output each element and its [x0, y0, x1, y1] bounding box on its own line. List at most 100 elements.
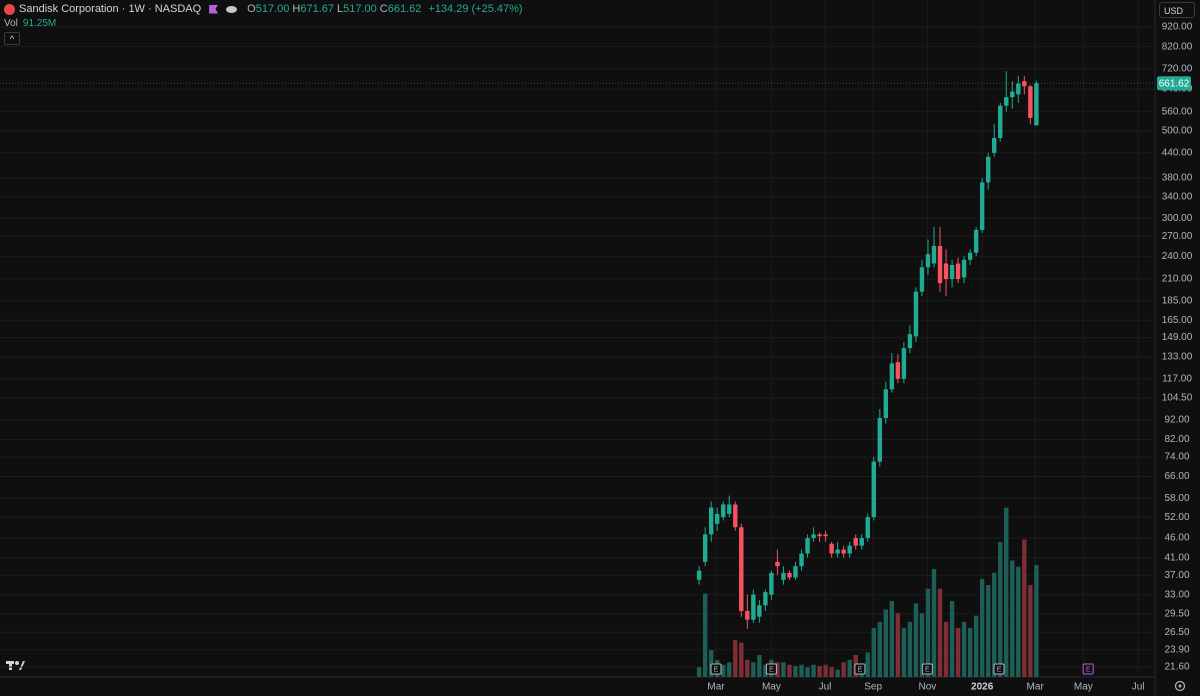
candle-body	[739, 527, 744, 611]
x-tick-label: Sep	[864, 682, 882, 693]
ohlc-key: C	[379, 3, 388, 15]
y-tick-label: 26.50	[1164, 627, 1189, 638]
earnings-label: E	[858, 666, 863, 673]
x-tick-label: Jul	[1132, 682, 1145, 693]
ohlc-value: 661.62	[387, 3, 422, 15]
volume-bar	[799, 664, 804, 677]
candle-body	[763, 592, 768, 606]
volume-bar	[925, 588, 931, 677]
candle-body	[979, 182, 985, 230]
y-tick-label: 210.00	[1162, 274, 1193, 285]
earnings-marker	[710, 663, 722, 675]
candle-body	[793, 566, 798, 578]
candle-body	[1010, 91, 1015, 98]
volume-bar	[865, 652, 870, 677]
volume-bar	[889, 600, 895, 677]
candle-body	[1034, 83, 1039, 126]
candle-body	[895, 362, 901, 379]
candle-body	[841, 549, 846, 554]
volume-bar	[751, 662, 756, 677]
volume-bar	[763, 664, 768, 677]
volume-bar	[721, 664, 726, 677]
y-tick-label: 21.60	[1164, 662, 1189, 673]
candle-body	[967, 252, 973, 260]
y-tick-label: 165.00	[1162, 315, 1193, 326]
flag-icon[interactable]	[209, 4, 219, 14]
symbol-logo	[4, 3, 15, 15]
ohlc-key: H	[292, 3, 301, 15]
volume-bar	[757, 654, 762, 677]
x-tick-label: May	[1074, 682, 1093, 693]
candle-body	[823, 534, 828, 537]
candle-body	[787, 572, 792, 578]
y-tick-label: 820.00	[1162, 41, 1193, 52]
volume-bar	[895, 613, 901, 677]
candle-body	[985, 156, 991, 183]
y-tick-label: 149.00	[1162, 332, 1193, 343]
candle-body	[1022, 81, 1027, 87]
candle-body	[733, 504, 738, 528]
x-tick-label: Nov	[918, 682, 936, 693]
volume-bar	[931, 569, 937, 677]
candle-body	[949, 264, 955, 280]
ohlc-value: 671.67	[300, 3, 334, 15]
y-tick-label: 117.00	[1162, 373, 1192, 384]
ohlc-value: 517.00	[255, 3, 290, 15]
last-price-label: 661.62	[1159, 78, 1190, 89]
candle-body	[708, 507, 714, 535]
candle-body	[925, 254, 931, 268]
volume-bar	[919, 613, 925, 677]
earnings-marker	[921, 663, 933, 675]
y-tick-label: 41.00	[1164, 552, 1189, 563]
volume-bar	[805, 667, 810, 677]
volume-bar	[877, 621, 882, 677]
earnings-marker	[993, 663, 1005, 675]
y-tick-label: 46.00	[1164, 533, 1189, 544]
last-price-box	[1157, 76, 1191, 91]
volume-bar	[973, 615, 979, 677]
candle-body	[799, 553, 804, 567]
currency-button[interactable]: USD	[1159, 2, 1195, 18]
earnings-marker	[765, 663, 777, 675]
visibility-icon[interactable]	[226, 5, 238, 13]
volume-bar	[708, 650, 714, 677]
candle-body	[865, 517, 870, 539]
candle-body	[721, 504, 726, 518]
ohlc-value: 517.00	[343, 3, 377, 15]
y-tick-label: 270.00	[1162, 231, 1193, 242]
volume-bar	[829, 667, 834, 677]
candle-body	[751, 594, 756, 620]
volume-bar	[727, 662, 732, 677]
volume-bar	[781, 662, 786, 677]
candle-body	[757, 605, 762, 617]
y-tick-label: 920.00	[1162, 22, 1193, 33]
ohlc-values: O517.00 H671.67 L517.00 C661.62	[247, 3, 424, 15]
y-tick-label: 380.00	[1162, 173, 1193, 184]
collapse-button[interactable]: ^	[4, 32, 20, 45]
earnings-label: E	[714, 666, 719, 673]
candle-body	[745, 610, 750, 620]
candle-body	[943, 263, 949, 280]
candle-body	[913, 291, 919, 337]
y-tick-label: 82.00	[1164, 434, 1189, 445]
volume-bar	[871, 627, 876, 677]
volume-legend: Vol 91.25M	[4, 18, 59, 29]
candle-body	[871, 461, 876, 518]
volume-bar	[739, 642, 744, 677]
y-tick-label: 104.50	[1162, 393, 1193, 404]
volume-bar	[793, 665, 798, 677]
settings-icon[interactable]	[1174, 680, 1186, 692]
symbol-title[interactable]: Sandisk Corporation · 1W · NASDAQ	[19, 3, 202, 15]
x-tick-label: Mar	[707, 682, 725, 693]
y-tick-label: 300.00	[1162, 213, 1193, 224]
tradingview-logo	[6, 661, 25, 670]
volume-bar	[1022, 539, 1027, 677]
x-tick-label: Jul	[819, 682, 832, 693]
volume-bar	[967, 627, 973, 677]
y-tick-label: 500.00	[1162, 126, 1193, 137]
y-tick-label: 340.00	[1162, 191, 1193, 202]
y-tick-label: 560.00	[1162, 106, 1193, 117]
candle-body	[877, 417, 882, 462]
